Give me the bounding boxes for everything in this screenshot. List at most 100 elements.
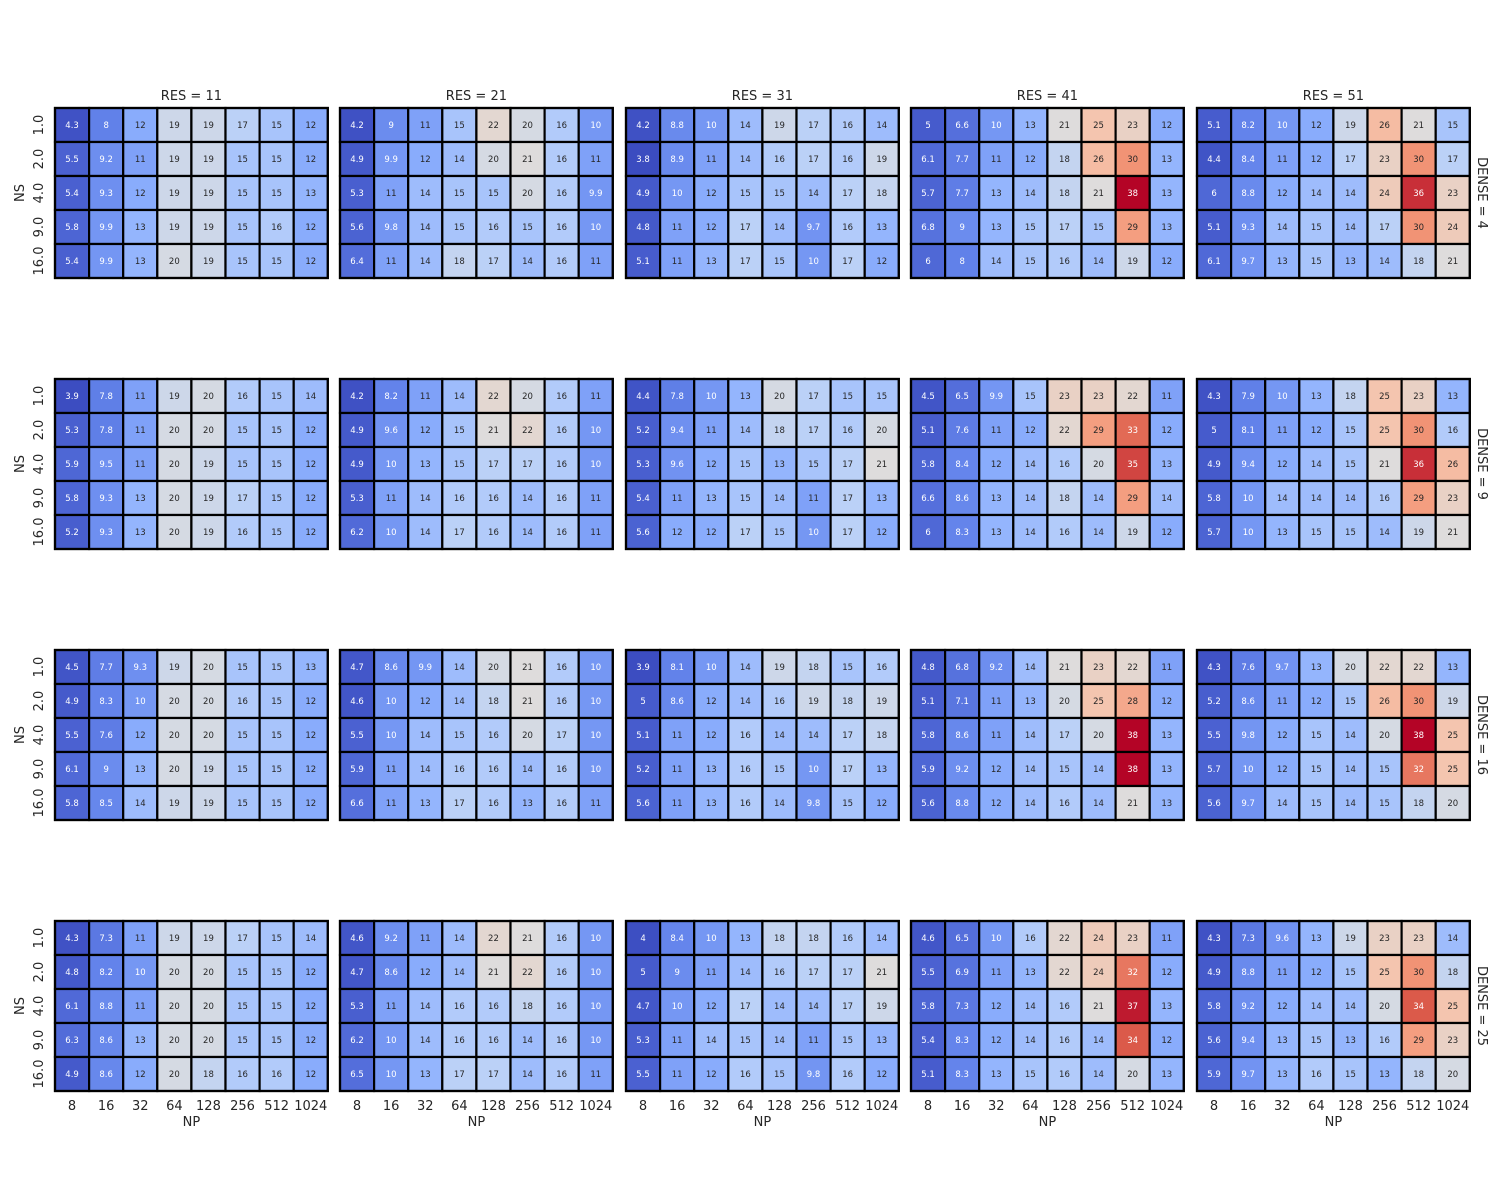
cell-value-p2-1-r3-c2: 14 — [420, 765, 431, 775]
cell-value-p3-2-r0-c1: 8.4 — [670, 934, 684, 944]
heatmap-cell-p0-4-r1-c2 — [1264, 140, 1301, 178]
y-tick-label-3-1: 2.0 — [32, 962, 47, 983]
cell-value-p0-2-r0-c0: 4.2 — [636, 121, 650, 131]
cell-value-p0-4-r4-c7: 21 — [1447, 257, 1458, 267]
cell-value-p2-4-r4-c0: 5.6 — [1207, 799, 1221, 809]
cell-value-p1-3-r3-c3: 14 — [1025, 494, 1036, 504]
cell-value-p1-2-r4-c5: 10 — [808, 528, 819, 538]
cell-value-p0-2-r3-c0: 4.8 — [636, 223, 650, 233]
cell-value-p0-2-r3-c2: 12 — [706, 223, 717, 233]
cell-value-p0-4-r2-c7: 23 — [1447, 189, 1458, 199]
cell-value-p1-3-r0-c5: 23 — [1093, 392, 1104, 402]
cell-value-p3-1-r1-c5: 22 — [522, 968, 533, 978]
cell-value-p3-4-r3-c1: 9.4 — [1241, 1036, 1255, 1046]
cell-value-p2-2-r1-c1: 8.6 — [670, 697, 684, 707]
heatmap-cell-p0-4-r2-c3 — [1298, 174, 1335, 212]
cell-value-p3-4-r3-c7: 23 — [1447, 1036, 1458, 1046]
cell-value-p1-0-r2-c5: 15 — [237, 460, 248, 470]
cell-value-p3-1-r3-c1: 10 — [386, 1036, 397, 1046]
cell-value-p1-4-r2-c5: 21 — [1379, 460, 1390, 470]
cell-value-p1-3-r4-c5: 14 — [1093, 528, 1104, 538]
y-tick-label-2-3: 9.0 — [32, 759, 47, 780]
cell-value-p1-2-r0-c6: 15 — [842, 392, 853, 402]
cell-value-p0-0-r3-c4: 19 — [203, 223, 214, 233]
cell-value-p0-0-r0-c5: 17 — [237, 121, 248, 131]
cell-value-p0-4-r1-c7: 17 — [1447, 155, 1458, 165]
cell-value-p0-2-r0-c5: 17 — [808, 121, 819, 131]
cell-value-p0-0-r1-c3: 19 — [169, 155, 180, 165]
y-tick-label-3-2: 4.0 — [32, 996, 47, 1017]
cell-value-p0-3-r4-c0: 6 — [925, 257, 930, 267]
cell-value-p3-3-r0-c7: 11 — [1161, 934, 1172, 944]
cell-value-p0-3-r2-c7: 13 — [1161, 189, 1172, 199]
heatmap-cell-p3-0-r1-c1 — [87, 953, 125, 991]
heatmap-cell-p0-0-r3-c2 — [122, 208, 159, 246]
cell-value-p1-2-r2-c3: 15 — [740, 460, 751, 470]
cell-value-p3-0-r2-c5: 15 — [237, 1002, 248, 1012]
cell-value-p2-2-r0-c3: 14 — [740, 663, 751, 673]
cell-value-p3-4-r1-c0: 4.9 — [1207, 968, 1221, 978]
cell-value-p1-1-r3-c1: 11 — [386, 494, 397, 504]
cell-value-p3-3-r4-c2: 13 — [991, 1070, 1002, 1080]
cell-value-p2-2-r4-c6: 15 — [842, 799, 853, 809]
heatmap-cell-p0-3-r1-c6 — [1114, 140, 1151, 178]
cell-value-p3-2-r1-c2: 11 — [706, 968, 717, 978]
cell-value-p0-3-r3-c2: 13 — [991, 223, 1002, 233]
cell-value-p1-1-r2-c3: 15 — [454, 460, 465, 470]
cell-value-p0-0-r2-c7: 13 — [305, 189, 316, 199]
cell-value-p2-4-r4-c5: 15 — [1379, 799, 1390, 809]
cell-value-p3-0-r4-c0: 4.9 — [65, 1070, 79, 1080]
cell-value-p2-2-r0-c0: 3.9 — [636, 663, 650, 673]
heatmap-cell-p2-0-r3-c5 — [224, 750, 261, 788]
cell-value-p2-1-r0-c6: 16 — [556, 663, 567, 673]
heatmap-cell-p1-3-r4-c1 — [943, 513, 981, 551]
heatmap-cell-p1-3-r3-c7 — [1148, 479, 1185, 517]
heatmap-cell-p0-2-r1-c0 — [624, 140, 662, 178]
cell-value-p0-4-r1-c2: 11 — [1277, 155, 1288, 165]
cell-value-p3-4-r4-c0: 5.9 — [1207, 1070, 1221, 1080]
cell-value-p0-1-r2-c2: 14 — [420, 189, 431, 199]
cell-value-p2-1-r4-c2: 13 — [420, 799, 431, 809]
heatmap-cell-p3-4-r3-c5 — [1366, 1021, 1403, 1059]
x-tick-label-2-5: 256 — [801, 1099, 826, 1114]
x-axis-label-2: NP — [754, 1115, 772, 1130]
cell-value-p0-1-r1-c3: 14 — [454, 155, 465, 165]
cell-value-p0-3-r2-c6: 38 — [1127, 189, 1138, 199]
cell-value-p2-1-r1-c2: 12 — [420, 697, 431, 707]
x-tick-label-3-2: 32 — [988, 1099, 1005, 1114]
heatmap-cell-p1-0-r0-c3 — [156, 377, 193, 415]
cell-value-p3-0-r0-c2: 11 — [135, 934, 146, 944]
cell-value-p0-0-r0-c6: 15 — [271, 121, 282, 131]
cell-value-p2-3-r2-c2: 11 — [991, 731, 1002, 741]
cell-value-p0-0-r1-c7: 12 — [305, 155, 316, 165]
cell-value-p1-1-r1-c7: 10 — [590, 426, 601, 436]
cell-value-p3-3-r0-c6: 23 — [1127, 934, 1138, 944]
cell-value-p2-3-r3-c3: 14 — [1025, 765, 1036, 775]
cell-value-p1-0-r4-c4: 19 — [203, 528, 214, 538]
cell-value-p3-0-r4-c1: 8.6 — [99, 1070, 113, 1080]
cell-value-p1-2-r1-c2: 11 — [706, 426, 717, 436]
heatmap-cell-p2-2-r1-c7 — [863, 682, 900, 720]
heatmap-cell-p3-1-r0-c7 — [577, 919, 614, 957]
heatmap-cell-p3-2-r1-c2 — [693, 953, 730, 991]
cell-value-p1-2-r3-c6: 17 — [842, 494, 853, 504]
cell-value-p2-2-r2-c7: 18 — [876, 731, 887, 741]
cell-value-p2-0-r1-c5: 16 — [237, 697, 248, 707]
cell-value-p3-2-r3-c2: 14 — [706, 1036, 717, 1046]
cell-value-p1-3-r4-c4: 16 — [1059, 528, 1070, 538]
heatmap-cell-p3-1-r4-c7 — [577, 1055, 614, 1093]
cell-value-p1-4-r1-c0: 5 — [1211, 426, 1216, 436]
heatmap-cell-p1-4-r4-c3 — [1298, 513, 1335, 551]
cell-value-p3-4-r4-c4: 15 — [1345, 1070, 1356, 1080]
cell-value-p2-1-r4-c3: 17 — [454, 799, 465, 809]
x-tick-label-1-4: 128 — [481, 1099, 506, 1114]
cell-value-p0-0-r0-c0: 4.3 — [65, 121, 79, 131]
heatmap-cell-p1-1-r1-c1 — [373, 411, 410, 449]
heatmap-cell-p0-3-r4-c5 — [1080, 242, 1117, 280]
cell-value-p0-4-r3-c6: 30 — [1413, 223, 1424, 233]
heatmap-cell-p1-1-r0-c5 — [509, 377, 546, 415]
cell-value-p1-4-r3-c6: 29 — [1413, 494, 1424, 504]
heatmap-cell-p1-3-r4-c4 — [1046, 513, 1083, 551]
heatmap-cell-p1-1-r1-c7 — [577, 411, 614, 449]
cell-value-p2-1-r3-c6: 16 — [556, 765, 567, 775]
